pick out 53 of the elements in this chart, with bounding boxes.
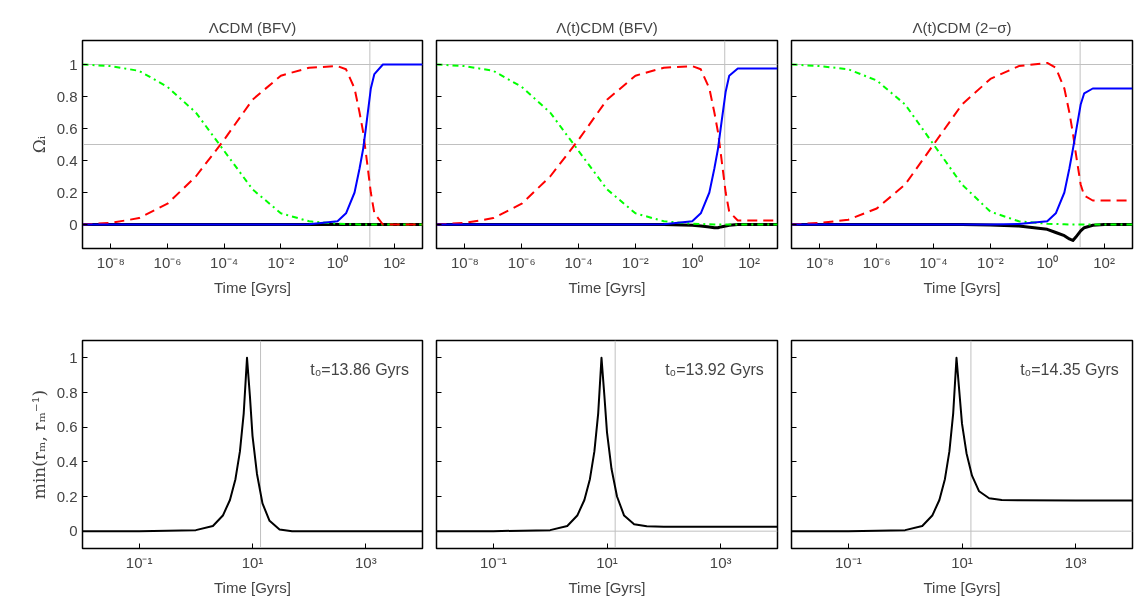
x-tick-label: 10⁻¹ [479, 553, 507, 571]
x-axis-title: Time [Gyrs] [214, 278, 291, 296]
x-tick-label: 10⁻² [267, 253, 295, 271]
x-axis-title: Time [Gyrs] [923, 578, 1001, 596]
x-tick-label: 10⁻² [977, 253, 1004, 271]
x-tick-label: 10² [1093, 253, 1115, 271]
y-axis-title: min(rₘ, rₘ⁻¹) [28, 389, 49, 500]
annotation: t₀=13.92 Gyrs [665, 360, 764, 378]
x-tick-label: 10³ [1064, 553, 1087, 571]
chart-title: Λ(t)CDM (BFV) [556, 18, 658, 36]
x-tick-label: 10⁰ [681, 253, 704, 271]
x-tick-label: 10⁻⁴ [564, 253, 593, 271]
y-tick-label: 0.8 [56, 87, 78, 105]
x-tick-label: 10² [383, 253, 406, 271]
x-tick-label: 10⁻⁴ [919, 253, 948, 271]
x-tick-label: 10¹ [951, 553, 973, 571]
x-tick-label: 10² [738, 253, 760, 271]
x-tick-label: 10⁻¹ [834, 553, 862, 571]
annotation: t₀=13.86 Gyrs [310, 360, 409, 378]
x-tick-label: 10⁻⁴ [210, 253, 239, 271]
x-tick-label: 10⁻¹ [125, 553, 153, 571]
y-tick-label: 0.4 [56, 452, 78, 470]
x-tick-label: 10⁻⁸ [450, 253, 479, 271]
x-tick-label: 10³ [709, 553, 732, 571]
y-tick-label: 0 [69, 215, 78, 233]
y-tick-label: 0.2 [56, 487, 78, 505]
x-tick-label: 10⁻⁶ [153, 253, 182, 271]
x-tick-label: 10⁻⁸ [805, 253, 834, 271]
x-tick-label: 10⁻⁸ [96, 253, 125, 271]
x-tick-label: 10⁻⁶ [862, 253, 891, 271]
x-axis-title: Time [Gyrs] [568, 278, 646, 296]
chart-title: Λ(t)CDM (2−σ) [912, 18, 1012, 36]
y-tick-label: 0.8 [56, 383, 78, 401]
x-tick-label: 10⁻⁶ [507, 253, 536, 271]
chart-title: ΛCDM (BFV) [208, 18, 297, 36]
x-tick-label: 10¹ [241, 553, 264, 571]
x-tick-label: 10⁰ [1036, 253, 1059, 271]
y-tick-label: 0.2 [56, 183, 78, 201]
y-tick-label: 0 [69, 522, 78, 540]
y-tick-label: 0.6 [56, 119, 78, 137]
x-axis-title: Time [Gyrs] [214, 578, 291, 596]
x-axis-title: Time [Gyrs] [568, 578, 646, 596]
x-tick-label: 10⁻² [622, 253, 649, 271]
y-tick-label: 0.4 [56, 151, 78, 169]
x-axis-title: Time [Gyrs] [923, 278, 1001, 296]
y-axis-title: Ωᵢ [28, 135, 49, 154]
x-tick-label: 10³ [354, 553, 377, 571]
y-tick-label: 1 [69, 348, 78, 366]
annotation: t₀=14.35 Gyrs [1020, 360, 1119, 378]
x-tick-label: 10¹ [596, 553, 618, 571]
y-tick-label: 1 [69, 55, 78, 73]
y-tick-label: 0.6 [56, 418, 78, 436]
x-tick-label: 10⁰ [326, 253, 349, 271]
